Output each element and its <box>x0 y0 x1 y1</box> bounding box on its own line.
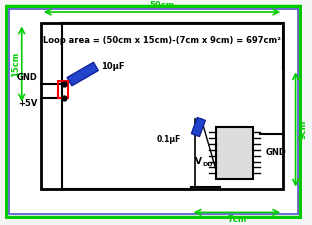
Text: DD: DD <box>202 162 212 167</box>
Text: V: V <box>195 157 202 166</box>
Text: 10μF: 10μF <box>101 62 124 71</box>
Text: 50cm: 50cm <box>149 1 175 10</box>
Text: +5V: +5V <box>19 99 38 108</box>
Text: 15cm: 15cm <box>11 51 20 77</box>
Polygon shape <box>67 62 98 86</box>
Bar <box>41 23 283 189</box>
Text: Loop area = (50cm x 15cm)-(7cm x 9cm) = 697cm²: Loop area = (50cm x 15cm)-(7cm x 9cm) = … <box>43 36 281 45</box>
Text: GND: GND <box>17 73 38 82</box>
Text: 0.1μF: 0.1μF <box>157 135 181 144</box>
Text: GND: GND <box>266 148 287 157</box>
Text: 9cm: 9cm <box>299 120 307 139</box>
Polygon shape <box>191 117 205 137</box>
Bar <box>217 126 253 179</box>
Text: 7cm: 7cm <box>227 215 246 224</box>
Bar <box>58 81 68 98</box>
